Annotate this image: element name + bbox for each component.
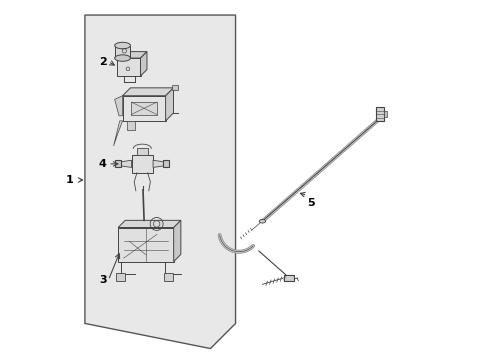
Polygon shape xyxy=(117,51,147,58)
Bar xyxy=(122,96,165,121)
Text: 1: 1 xyxy=(65,175,73,185)
Bar xyxy=(137,148,147,155)
Bar xyxy=(115,160,121,167)
Polygon shape xyxy=(140,51,147,76)
Polygon shape xyxy=(122,88,173,96)
Bar xyxy=(163,160,169,167)
Bar xyxy=(131,155,153,173)
Bar xyxy=(163,273,172,281)
Polygon shape xyxy=(165,88,173,121)
Bar xyxy=(117,58,140,76)
Polygon shape xyxy=(126,121,135,130)
Polygon shape xyxy=(113,121,122,146)
Bar xyxy=(284,275,293,282)
Polygon shape xyxy=(115,96,122,116)
Ellipse shape xyxy=(115,55,130,61)
Text: 5: 5 xyxy=(306,198,314,208)
Polygon shape xyxy=(118,220,181,228)
Polygon shape xyxy=(153,160,165,167)
Polygon shape xyxy=(119,160,131,167)
Bar xyxy=(115,45,130,58)
Bar xyxy=(131,102,157,114)
Bar xyxy=(118,228,173,262)
Text: 2: 2 xyxy=(99,57,106,67)
Bar xyxy=(116,273,125,281)
Bar xyxy=(171,85,178,90)
Bar xyxy=(383,111,386,117)
Ellipse shape xyxy=(115,42,130,49)
Text: 3: 3 xyxy=(99,275,106,285)
Polygon shape xyxy=(173,220,181,262)
Polygon shape xyxy=(85,15,235,348)
Text: 4: 4 xyxy=(99,159,106,169)
Ellipse shape xyxy=(259,220,265,223)
Bar xyxy=(375,107,383,121)
